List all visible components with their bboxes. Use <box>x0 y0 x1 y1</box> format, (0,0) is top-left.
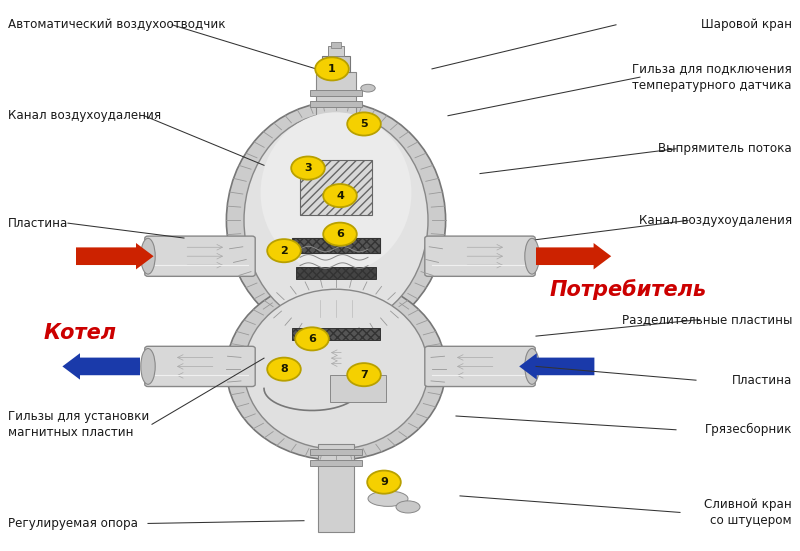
Circle shape <box>323 184 357 207</box>
Ellipse shape <box>261 112 411 273</box>
Text: 4: 4 <box>336 191 344 201</box>
Text: Гильза для подключения: Гильза для подключения <box>632 62 792 75</box>
Circle shape <box>267 358 301 381</box>
Text: Потребитель: Потребитель <box>550 279 706 300</box>
Ellipse shape <box>525 349 539 385</box>
Circle shape <box>315 57 349 80</box>
Bar <box>318 444 354 532</box>
Text: Пластина: Пластина <box>8 217 68 230</box>
Bar <box>314 300 358 317</box>
Ellipse shape <box>226 102 446 339</box>
Bar <box>292 328 380 340</box>
Text: 3: 3 <box>304 163 312 173</box>
Bar <box>328 46 344 56</box>
Bar <box>300 160 372 215</box>
FancyArrow shape <box>536 243 611 269</box>
Text: Сливной кран: Сливной кран <box>704 498 792 511</box>
Circle shape <box>367 471 401 494</box>
Text: 2: 2 <box>280 246 288 256</box>
Text: 5: 5 <box>360 119 368 129</box>
Ellipse shape <box>361 84 375 92</box>
Ellipse shape <box>244 289 428 449</box>
Bar <box>322 56 350 72</box>
Ellipse shape <box>525 238 539 274</box>
FancyArrow shape <box>62 353 140 380</box>
Bar <box>296 267 376 279</box>
Bar <box>310 460 362 466</box>
Text: магнитных пластин: магнитных пластин <box>8 426 134 439</box>
FancyBboxPatch shape <box>425 236 535 276</box>
Text: со штуцером: со штуцером <box>710 514 792 527</box>
Bar <box>330 375 386 402</box>
Text: Выпрямитель потока: Выпрямитель потока <box>658 142 792 155</box>
Text: Канал воздухоудаления: Канал воздухоудаления <box>639 214 792 227</box>
Bar <box>331 42 341 48</box>
Text: Регулируемая опора: Регулируемая опора <box>8 517 138 530</box>
FancyBboxPatch shape <box>145 236 255 276</box>
FancyArrow shape <box>76 243 154 269</box>
Bar <box>310 449 362 455</box>
Ellipse shape <box>368 491 408 506</box>
Text: температурного датчика: температурного датчика <box>633 79 792 92</box>
Text: Пластина: Пластина <box>732 374 792 387</box>
Ellipse shape <box>141 238 155 274</box>
Text: 1: 1 <box>328 64 336 74</box>
Text: Разделительные пластины: Разделительные пластины <box>622 313 792 326</box>
Ellipse shape <box>226 278 446 460</box>
Circle shape <box>291 156 325 180</box>
Ellipse shape <box>141 349 155 385</box>
Text: 9: 9 <box>380 477 388 487</box>
Circle shape <box>347 363 381 386</box>
Circle shape <box>347 112 381 136</box>
Bar <box>310 90 362 96</box>
Circle shape <box>267 239 301 262</box>
Ellipse shape <box>396 501 420 513</box>
Text: Гильзы для установки: Гильзы для установки <box>8 409 150 423</box>
Text: 6: 6 <box>308 334 316 344</box>
Text: Автоматический воздухоотводчик: Автоматический воздухоотводчик <box>8 18 226 31</box>
Circle shape <box>323 223 357 246</box>
Text: 7: 7 <box>360 370 368 380</box>
Bar <box>310 101 362 107</box>
Text: Шаровой кран: Шаровой кран <box>701 18 792 31</box>
Bar <box>316 72 356 118</box>
Text: Грязесборник: Грязесборник <box>705 423 792 436</box>
Circle shape <box>295 327 329 350</box>
Text: Канал воздухоудаления: Канал воздухоудаления <box>8 109 161 122</box>
FancyBboxPatch shape <box>425 347 535 387</box>
FancyBboxPatch shape <box>145 347 255 387</box>
Bar <box>292 238 380 253</box>
FancyArrow shape <box>519 353 594 380</box>
Text: 6: 6 <box>336 229 344 239</box>
Ellipse shape <box>244 113 428 328</box>
Text: 8: 8 <box>280 364 288 374</box>
Text: Котел: Котел <box>43 323 117 343</box>
